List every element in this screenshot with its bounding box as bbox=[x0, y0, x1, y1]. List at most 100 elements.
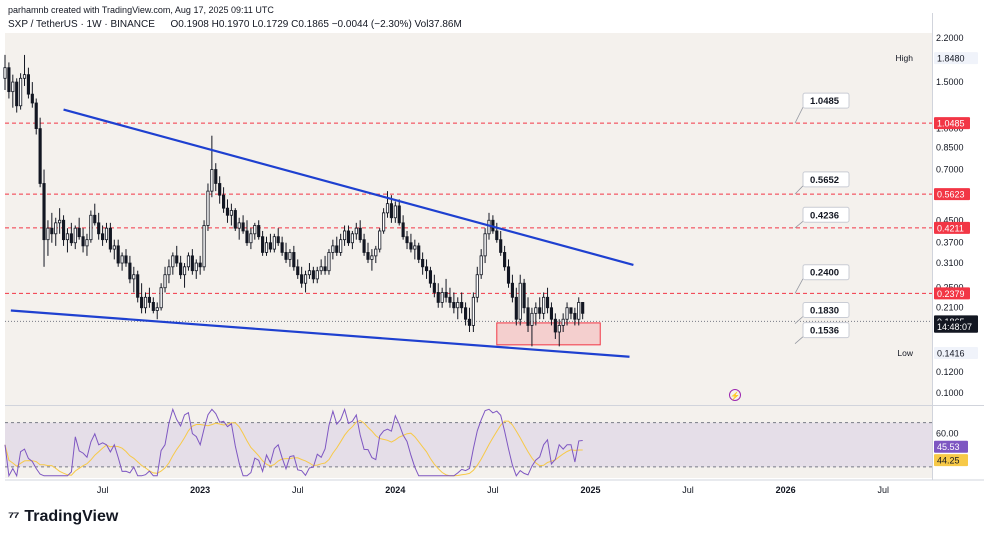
candle-body bbox=[245, 230, 249, 244]
x-tick-label: Jul bbox=[682, 485, 694, 495]
candle-body bbox=[464, 307, 468, 320]
candle-body bbox=[19, 77, 23, 107]
candle-body bbox=[553, 318, 557, 333]
candle-body bbox=[222, 194, 226, 209]
candle-body bbox=[268, 242, 272, 250]
candle-body bbox=[280, 242, 284, 253]
candle-body bbox=[272, 236, 276, 250]
candle-body bbox=[241, 222, 245, 232]
rsi-value-text: 45.53 bbox=[937, 442, 960, 452]
callout-leader bbox=[794, 185, 804, 195]
candle-body bbox=[354, 227, 358, 235]
candle-body bbox=[54, 222, 58, 235]
candle-body bbox=[495, 230, 499, 241]
callout-leader bbox=[794, 220, 804, 229]
price-tag-bg bbox=[934, 346, 978, 359]
candle-body bbox=[417, 245, 421, 260]
level-tag bbox=[934, 221, 970, 234]
candle-body bbox=[292, 252, 296, 268]
lower-trendline bbox=[10, 309, 630, 358]
candle-body bbox=[26, 74, 30, 95]
candle-body bbox=[382, 212, 386, 232]
candle-body bbox=[136, 274, 140, 298]
lightning-glyph: ⚡ bbox=[730, 391, 740, 401]
candle-body bbox=[545, 296, 550, 309]
candle-body bbox=[140, 296, 144, 309]
candle-body bbox=[50, 227, 54, 235]
candle-body bbox=[182, 266, 187, 276]
candle-body bbox=[296, 266, 300, 276]
candle-body bbox=[229, 210, 233, 216]
candle-body bbox=[561, 318, 565, 326]
candle-body bbox=[81, 236, 85, 247]
price-tag-caption: Low bbox=[897, 348, 913, 358]
candle-body bbox=[518, 282, 522, 320]
candle-body bbox=[300, 274, 304, 284]
candle-body bbox=[339, 239, 343, 253]
candle-body bbox=[362, 239, 366, 253]
candle-body bbox=[261, 236, 265, 253]
candle-body bbox=[167, 266, 171, 276]
candle-body bbox=[503, 252, 507, 268]
candle-body bbox=[264, 242, 269, 253]
candle-body bbox=[499, 239, 503, 253]
candle-body bbox=[225, 207, 230, 216]
candle-body bbox=[206, 190, 210, 226]
candle-body bbox=[327, 252, 331, 272]
rsi-line bbox=[4, 407, 583, 478]
level-tag-text: 0.5623 bbox=[937, 190, 965, 200]
tradingview-brand: TradingView bbox=[24, 508, 119, 525]
candle-body bbox=[77, 227, 81, 238]
candle-body bbox=[120, 255, 124, 264]
y-tick-label: 0.1000 bbox=[936, 388, 964, 398]
candle-body bbox=[307, 270, 312, 276]
candle-body bbox=[526, 307, 530, 326]
callout-leader bbox=[794, 278, 804, 294]
candle-body bbox=[233, 210, 237, 229]
price-tag-value: 1.8480 bbox=[937, 54, 965, 64]
level-tag-text: 0.2379 bbox=[937, 289, 965, 299]
candle-body bbox=[257, 225, 261, 238]
candle-body bbox=[124, 255, 128, 264]
candle-body bbox=[163, 274, 167, 289]
candle-body bbox=[237, 222, 241, 229]
candle-body bbox=[413, 245, 417, 250]
callout-label: 0.1536 bbox=[810, 326, 839, 337]
candle-body bbox=[69, 233, 73, 244]
candle-body bbox=[471, 296, 475, 326]
callout-label: 0.1830 bbox=[810, 306, 839, 317]
level-tag bbox=[934, 117, 970, 130]
candle-body bbox=[159, 287, 163, 309]
candle-body bbox=[581, 302, 585, 314]
tradingview-logo-icon: ⁷⁷ bbox=[8, 508, 19, 526]
symbol-label[interactable]: SXP / TetherUS · 1W · BINANCE bbox=[8, 19, 155, 30]
callout-label: 1.0485 bbox=[810, 96, 840, 107]
candle-body bbox=[397, 205, 401, 224]
candle-body bbox=[444, 292, 448, 298]
rsi-value-tag bbox=[934, 440, 968, 453]
candle-body bbox=[108, 227, 112, 250]
candle-body bbox=[288, 252, 292, 260]
tradingview-logo[interactable]: ⁷⁷ TradingView bbox=[8, 508, 118, 526]
candle-body bbox=[175, 255, 179, 264]
candle-body bbox=[577, 302, 581, 320]
candle-body bbox=[89, 214, 93, 241]
candle-body bbox=[22, 74, 27, 79]
candle-body bbox=[378, 230, 382, 250]
callout-box bbox=[802, 171, 850, 188]
price-tag-caption: High bbox=[896, 53, 914, 63]
candle-body bbox=[143, 296, 148, 309]
candle-body bbox=[132, 274, 136, 280]
candle-body bbox=[58, 219, 62, 224]
rsi-tick-label: 60.00 bbox=[936, 429, 959, 439]
y-tick-label: 0.3700 bbox=[936, 238, 964, 248]
price-tag-value: 0.1416 bbox=[937, 348, 965, 358]
callout-box bbox=[802, 322, 850, 339]
callout-leader bbox=[794, 316, 804, 324]
candle-body bbox=[210, 169, 214, 192]
candle-body bbox=[46, 227, 50, 241]
candle-body bbox=[370, 255, 374, 260]
candle-body bbox=[319, 266, 323, 272]
candle-body bbox=[475, 274, 479, 298]
